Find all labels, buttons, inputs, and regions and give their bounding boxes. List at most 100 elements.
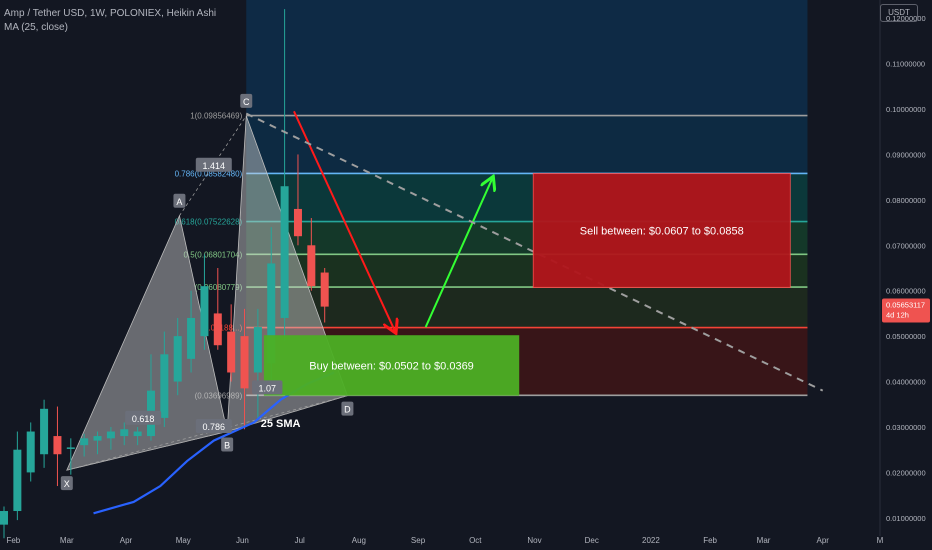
time-tick-label: Aug: [352, 536, 366, 545]
candle-body: [280, 186, 289, 318]
time-tick-label: Feb: [703, 536, 717, 545]
pattern-ratio-label: 1.414: [203, 161, 226, 171]
pattern-point-label: C: [243, 97, 250, 107]
candle: [320, 268, 329, 323]
candle-body: [200, 286, 209, 337]
price-tick-label: 0.10000000: [886, 105, 926, 114]
candle: [240, 308, 249, 430]
pattern-point-badge: [341, 401, 354, 416]
candle-body: [53, 436, 62, 455]
candle: [227, 304, 236, 382]
pattern-point-badge: [60, 476, 73, 491]
candle-body: [160, 354, 169, 418]
price-tick-label: 0.09000000: [886, 150, 926, 159]
pattern-point-label: B: [224, 441, 230, 451]
pattern-point-badge: [221, 437, 234, 452]
sell-zone-box: [532, 173, 791, 288]
fib-level-label: (0.05188...): [201, 324, 242, 333]
candle: [213, 268, 222, 350]
time-tick-label: Jun: [236, 536, 249, 545]
sell-zone-label: Sell between: $0.0607 to $0.0858: [580, 226, 744, 238]
price-tick-label: 0.07000000: [886, 241, 926, 250]
candle: [53, 406, 62, 487]
candle-body: [13, 449, 22, 512]
trade-zones: Buy between: $0.0502 to $0.0369 Sell betw…: [263, 173, 791, 396]
pattern-ratio-badge: [252, 380, 283, 395]
pattern-ratio-badge: [125, 410, 162, 425]
fib-band-top: [246, 0, 808, 116]
candle-body: [320, 272, 329, 307]
candle: [187, 290, 196, 373]
candle: [120, 422, 129, 446]
time-tick-label: M: [877, 536, 884, 545]
fib-level-label: (0.06080779): [195, 283, 243, 292]
fib-level-label: 0.5(0.06801704): [184, 250, 243, 259]
candle: [200, 254, 209, 350]
candle: [253, 308, 262, 418]
candle: [40, 399, 49, 468]
up-arrow: [424, 178, 493, 328]
candle-body: [106, 431, 115, 439]
time-tick-label: 2022: [642, 536, 660, 545]
fib-level-label: 0.786(0.08582480): [175, 169, 243, 178]
time-tick-label: Jul: [295, 536, 305, 545]
price-tick-label: 0.04000000: [886, 378, 926, 387]
fib-level-label: (0.03696989): [195, 391, 243, 400]
candle-body: [93, 436, 102, 441]
time-tick-label: Mar: [60, 536, 74, 545]
candle: [80, 433, 89, 457]
price-axis-bg: [880, 0, 932, 550]
pattern-point-badge: [173, 193, 186, 208]
indicator-legend: MA (25, close): [4, 22, 68, 33]
candle: [93, 431, 102, 455]
time-tick-label: Feb: [6, 536, 20, 545]
candle-body: [133, 431, 142, 437]
chart-title: Amp / Tether USD, 1W, POLONIEX, Heikin A…: [4, 8, 217, 19]
candle: [66, 438, 75, 475]
current-price-tag: [882, 298, 930, 323]
candle: [106, 426, 115, 450]
candle-body: [227, 331, 236, 373]
time-axis: Feb Mar Apr May Jun Jul Aug Sep Oct Nov Dec 2022 Feb…: [6, 536, 883, 545]
candle-body: [173, 336, 182, 382]
pattern-point-label: D: [344, 405, 351, 415]
pattern-ratio-label: 0.786: [203, 422, 226, 432]
time-tick-label: Apr: [817, 536, 830, 545]
pattern-point-label: X: [64, 479, 70, 489]
candle: [26, 422, 35, 482]
time-tick-label: Mar: [757, 536, 771, 545]
candle: [280, 9, 289, 341]
time-tick-label: Dec: [585, 536, 599, 545]
currency-button[interactable]: USDT: [880, 4, 918, 22]
price-axis: 0.12000000 0.11000000 0.10000000 0.09000000…: [879, 0, 932, 550]
price-tick-label: 0.05000000: [886, 332, 926, 341]
candle-body: [187, 317, 196, 359]
pattern-ratio-badge: [195, 418, 232, 433]
dashed-trend-line: [245, 112, 824, 392]
candle-body: [66, 447, 75, 449]
fib-band: [246, 287, 808, 328]
pattern-point-badge: [240, 93, 253, 108]
pattern-point-label: A: [176, 197, 182, 207]
time-tick-label: Nov: [527, 536, 541, 545]
candle: [133, 426, 142, 446]
price-tick-label: 0.08000000: [886, 196, 926, 205]
price-tick-label: 0.01000000: [886, 514, 926, 523]
pattern-ratio-label: 0.618: [132, 414, 155, 424]
price-tick-label: 0.03000000: [886, 423, 926, 432]
candle-body: [253, 327, 262, 373]
candle-body: [0, 511, 8, 525]
fib-band: [246, 115, 808, 174]
down-arrow: [293, 110, 395, 331]
price-tick-label: 0.02000000: [886, 468, 926, 477]
candle-body: [213, 313, 222, 346]
candle-body: [307, 245, 316, 287]
pattern-ratio-label: 1.07: [258, 383, 276, 393]
fib-level-label: 1(0.09856469): [190, 112, 242, 121]
price-countdown: 4d 12h: [886, 310, 909, 319]
candle-body: [293, 208, 302, 237]
sma-label: 25 SMA: [261, 418, 301, 430]
buy-zone-label: Buy between: $0.0502 to $0.0369: [309, 360, 474, 372]
candle: [160, 331, 169, 427]
